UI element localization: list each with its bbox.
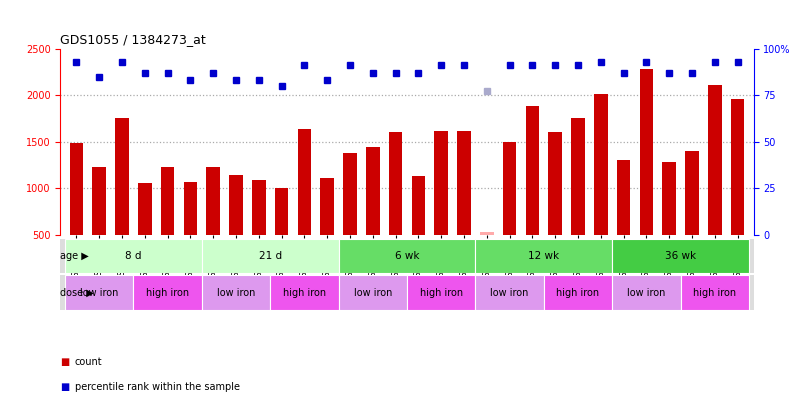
Bar <box>366 147 380 235</box>
Bar <box>69 143 83 235</box>
Bar <box>270 275 339 310</box>
Bar <box>339 239 476 273</box>
Bar <box>544 275 613 310</box>
Text: low iron: low iron <box>354 288 392 298</box>
Text: percentile rank within the sample: percentile rank within the sample <box>75 382 240 392</box>
Bar <box>434 130 448 235</box>
Bar <box>548 132 562 235</box>
Bar <box>339 275 407 310</box>
Bar <box>134 275 202 310</box>
Bar <box>613 239 749 273</box>
Text: 12 wk: 12 wk <box>528 251 559 261</box>
Bar <box>571 117 585 235</box>
Bar <box>320 178 334 235</box>
Text: ■: ■ <box>60 382 69 392</box>
Bar <box>184 182 197 235</box>
Text: 21 d: 21 d <box>259 251 282 261</box>
Bar <box>138 183 152 235</box>
Bar <box>65 239 202 273</box>
Bar <box>115 117 129 235</box>
Bar <box>229 175 243 235</box>
Bar <box>663 162 676 235</box>
Bar <box>275 188 289 235</box>
Bar <box>476 275 544 310</box>
Text: high iron: high iron <box>420 288 463 298</box>
Bar <box>93 167 106 235</box>
Bar <box>202 275 270 310</box>
Bar <box>388 132 402 235</box>
Bar <box>731 99 745 235</box>
Bar <box>407 275 476 310</box>
Bar <box>680 275 749 310</box>
Text: high iron: high iron <box>146 288 189 298</box>
Text: 8 d: 8 d <box>125 251 142 261</box>
Bar <box>343 153 357 235</box>
Bar <box>503 142 517 235</box>
Bar <box>594 94 608 235</box>
Bar <box>457 130 471 235</box>
Bar <box>297 129 311 235</box>
Text: high iron: high iron <box>693 288 737 298</box>
Text: count: count <box>75 358 102 367</box>
Bar <box>252 180 266 235</box>
Text: dose ▶: dose ▶ <box>60 288 93 298</box>
Text: low iron: low iron <box>80 288 118 298</box>
Bar <box>65 275 134 310</box>
Text: 6 wk: 6 wk <box>395 251 419 261</box>
Text: low iron: low iron <box>627 288 666 298</box>
Text: high iron: high iron <box>283 288 326 298</box>
Bar <box>613 275 680 310</box>
Bar <box>640 69 654 235</box>
Text: low iron: low iron <box>217 288 256 298</box>
Bar <box>202 239 339 273</box>
Bar <box>160 167 174 235</box>
Bar <box>480 232 493 235</box>
Bar <box>526 107 539 235</box>
Bar <box>206 167 220 235</box>
Bar <box>412 176 426 235</box>
Text: high iron: high iron <box>556 288 600 298</box>
Text: age ▶: age ▶ <box>60 251 89 261</box>
Text: low iron: low iron <box>490 288 529 298</box>
Bar <box>708 85 721 235</box>
Bar <box>476 239 613 273</box>
Text: ■: ■ <box>60 358 69 367</box>
Text: 36 wk: 36 wk <box>665 251 696 261</box>
Text: GDS1055 / 1384273_at: GDS1055 / 1384273_at <box>60 33 206 46</box>
Bar <box>685 151 699 235</box>
Bar <box>617 160 630 235</box>
